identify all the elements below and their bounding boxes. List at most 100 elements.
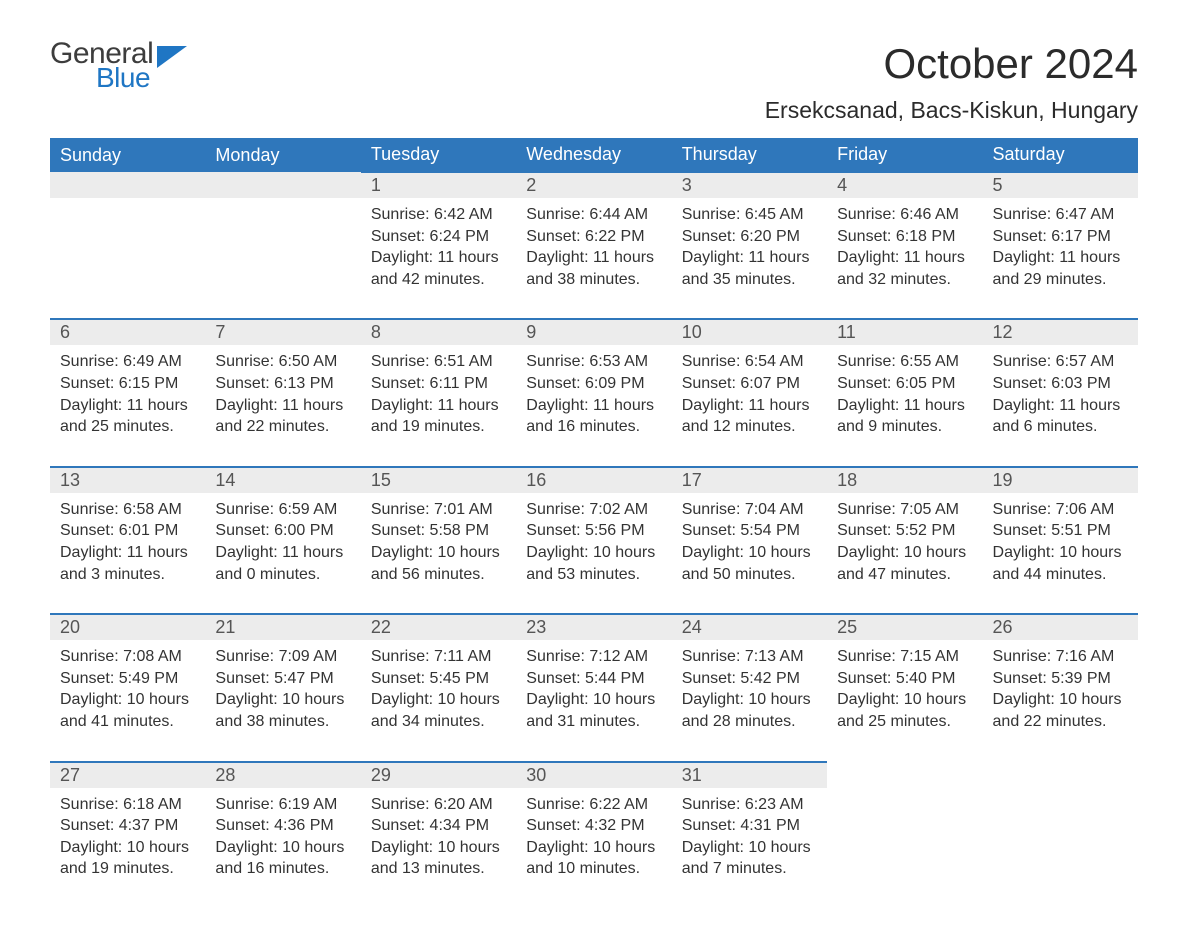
sunset-line: Sunset: 5:52 PM [837,520,972,542]
calendar-cell: 6Sunrise: 6:49 AMSunset: 6:15 PMDaylight… [50,319,205,466]
flag-icon [157,46,187,70]
day-body: Sunrise: 6:18 AMSunset: 4:37 PMDaylight:… [50,788,205,908]
day-body: Sunrise: 6:50 AMSunset: 6:13 PMDaylight:… [205,345,360,465]
calendar-cell: 17Sunrise: 7:04 AMSunset: 5:54 PMDayligh… [672,467,827,614]
day-body: Sunrise: 6:20 AMSunset: 4:34 PMDaylight:… [361,788,516,908]
sunrise-line: Sunrise: 6:42 AM [371,204,506,226]
day-body: Sunrise: 6:58 AMSunset: 6:01 PMDaylight:… [50,493,205,613]
daylight-line: Daylight: 10 hours and 22 minutes. [993,689,1128,732]
sunrise-line: Sunrise: 7:13 AM [682,646,817,668]
calendar-cell: 11Sunrise: 6:55 AMSunset: 6:05 PMDayligh… [827,319,982,466]
day-number: 31 [672,763,827,788]
sunrise-line: Sunrise: 7:04 AM [682,499,817,521]
brand-logo: General Blue [50,40,187,91]
day-header: Tuesday [361,138,516,172]
sunrise-line: Sunrise: 7:08 AM [60,646,195,668]
sunset-line: Sunset: 6:09 PM [526,373,661,395]
calendar-cell: 10Sunrise: 6:54 AMSunset: 6:07 PMDayligh… [672,319,827,466]
sunset-line: Sunset: 6:24 PM [371,226,506,248]
day-number: 24 [672,615,827,640]
sunrise-line: Sunrise: 7:11 AM [371,646,506,668]
calendar-cell: 27Sunrise: 6:18 AMSunset: 4:37 PMDayligh… [50,762,205,908]
sunrise-line: Sunrise: 6:50 AM [215,351,350,373]
day-body: Sunrise: 6:44 AMSunset: 6:22 PMDaylight:… [516,198,671,318]
page-subtitle: Ersekcsanad, Bacs-Kiskun, Hungary [50,97,1138,124]
sunrise-line: Sunrise: 6:53 AM [526,351,661,373]
sunrise-line: Sunrise: 6:18 AM [60,794,195,816]
sunset-line: Sunset: 6:22 PM [526,226,661,248]
sunset-line: Sunset: 4:37 PM [60,815,195,837]
daylight-line: Daylight: 11 hours and 3 minutes. [60,542,195,585]
daylight-line: Daylight: 10 hours and 56 minutes. [371,542,506,585]
daylight-line: Daylight: 11 hours and 38 minutes. [526,247,661,290]
daylight-line: Daylight: 10 hours and 50 minutes. [682,542,817,585]
day-body: Sunrise: 6:49 AMSunset: 6:15 PMDaylight:… [50,345,205,465]
day-body: Sunrise: 6:57 AMSunset: 6:03 PMDaylight:… [983,345,1138,465]
day-body: Sunrise: 6:47 AMSunset: 6:17 PMDaylight:… [983,198,1138,318]
sunrise-line: Sunrise: 6:46 AM [837,204,972,226]
sunrise-line: Sunrise: 7:02 AM [526,499,661,521]
sunset-line: Sunset: 6:17 PM [993,226,1128,248]
sunrise-line: Sunrise: 7:16 AM [993,646,1128,668]
daylight-line: Daylight: 10 hours and 16 minutes. [215,837,350,880]
day-body: Sunrise: 6:55 AMSunset: 6:05 PMDaylight:… [827,345,982,465]
sunset-line: Sunset: 6:11 PM [371,373,506,395]
sunset-line: Sunset: 6:03 PM [993,373,1128,395]
sunrise-line: Sunrise: 7:15 AM [837,646,972,668]
sunset-line: Sunset: 5:39 PM [993,668,1128,690]
day-number: 11 [827,320,982,345]
calendar-cell: 30Sunrise: 6:22 AMSunset: 4:32 PMDayligh… [516,762,671,908]
calendar-cell: 8Sunrise: 6:51 AMSunset: 6:11 PMDaylight… [361,319,516,466]
day-number: 23 [516,615,671,640]
daylight-line: Daylight: 11 hours and 29 minutes. [993,247,1128,290]
day-body: Sunrise: 7:08 AMSunset: 5:49 PMDaylight:… [50,640,205,760]
calendar-cell: 4Sunrise: 6:46 AMSunset: 6:18 PMDaylight… [827,172,982,319]
daylight-line: Daylight: 11 hours and 42 minutes. [371,247,506,290]
day-body: Sunrise: 7:09 AMSunset: 5:47 PMDaylight:… [205,640,360,760]
calendar-cell [50,172,205,319]
sunset-line: Sunset: 5:51 PM [993,520,1128,542]
day-body: Sunrise: 6:22 AMSunset: 4:32 PMDaylight:… [516,788,671,908]
day-body: Sunrise: 7:11 AMSunset: 5:45 PMDaylight:… [361,640,516,760]
sunrise-line: Sunrise: 6:59 AM [215,499,350,521]
calendar-cell [205,172,360,319]
day-header: Thursday [672,138,827,172]
calendar-cell: 12Sunrise: 6:57 AMSunset: 6:03 PMDayligh… [983,319,1138,466]
calendar-cell: 1Sunrise: 6:42 AMSunset: 6:24 PMDaylight… [361,172,516,319]
sunset-line: Sunset: 5:42 PM [682,668,817,690]
sunrise-line: Sunrise: 6:55 AM [837,351,972,373]
daylight-line: Daylight: 10 hours and 34 minutes. [371,689,506,732]
day-body: Sunrise: 6:45 AMSunset: 6:20 PMDaylight:… [672,198,827,318]
day-number: 16 [516,468,671,493]
calendar-cell: 21Sunrise: 7:09 AMSunset: 5:47 PMDayligh… [205,614,360,761]
calendar-cell: 19Sunrise: 7:06 AMSunset: 5:51 PMDayligh… [983,467,1138,614]
calendar-cell: 25Sunrise: 7:15 AMSunset: 5:40 PMDayligh… [827,614,982,761]
sunset-line: Sunset: 5:45 PM [371,668,506,690]
sunset-line: Sunset: 4:34 PM [371,815,506,837]
day-number: 26 [983,615,1138,640]
daylight-line: Daylight: 10 hours and 31 minutes. [526,689,661,732]
calendar-cell: 14Sunrise: 6:59 AMSunset: 6:00 PMDayligh… [205,467,360,614]
day-number: 9 [516,320,671,345]
sunset-line: Sunset: 4:31 PM [682,815,817,837]
day-number: 27 [50,763,205,788]
day-number: 20 [50,615,205,640]
day-number: 21 [205,615,360,640]
day-number: 6 [50,320,205,345]
daylight-line: Daylight: 10 hours and 47 minutes. [837,542,972,585]
day-body: Sunrise: 7:16 AMSunset: 5:39 PMDaylight:… [983,640,1138,760]
day-body: Sunrise: 6:54 AMSunset: 6:07 PMDaylight:… [672,345,827,465]
sunset-line: Sunset: 6:13 PM [215,373,350,395]
daylight-line: Daylight: 11 hours and 19 minutes. [371,395,506,438]
calendar-cell: 29Sunrise: 6:20 AMSunset: 4:34 PMDayligh… [361,762,516,908]
day-header: Saturday [983,138,1138,172]
sunrise-line: Sunrise: 6:22 AM [526,794,661,816]
daylight-line: Daylight: 10 hours and 44 minutes. [993,542,1128,585]
day-number: 3 [672,173,827,198]
sunrise-line: Sunrise: 7:09 AM [215,646,350,668]
sunset-line: Sunset: 4:32 PM [526,815,661,837]
sunrise-line: Sunrise: 6:19 AM [215,794,350,816]
day-body: Sunrise: 6:23 AMSunset: 4:31 PMDaylight:… [672,788,827,908]
calendar-cell: 18Sunrise: 7:05 AMSunset: 5:52 PMDayligh… [827,467,982,614]
daylight-line: Daylight: 11 hours and 32 minutes. [837,247,972,290]
